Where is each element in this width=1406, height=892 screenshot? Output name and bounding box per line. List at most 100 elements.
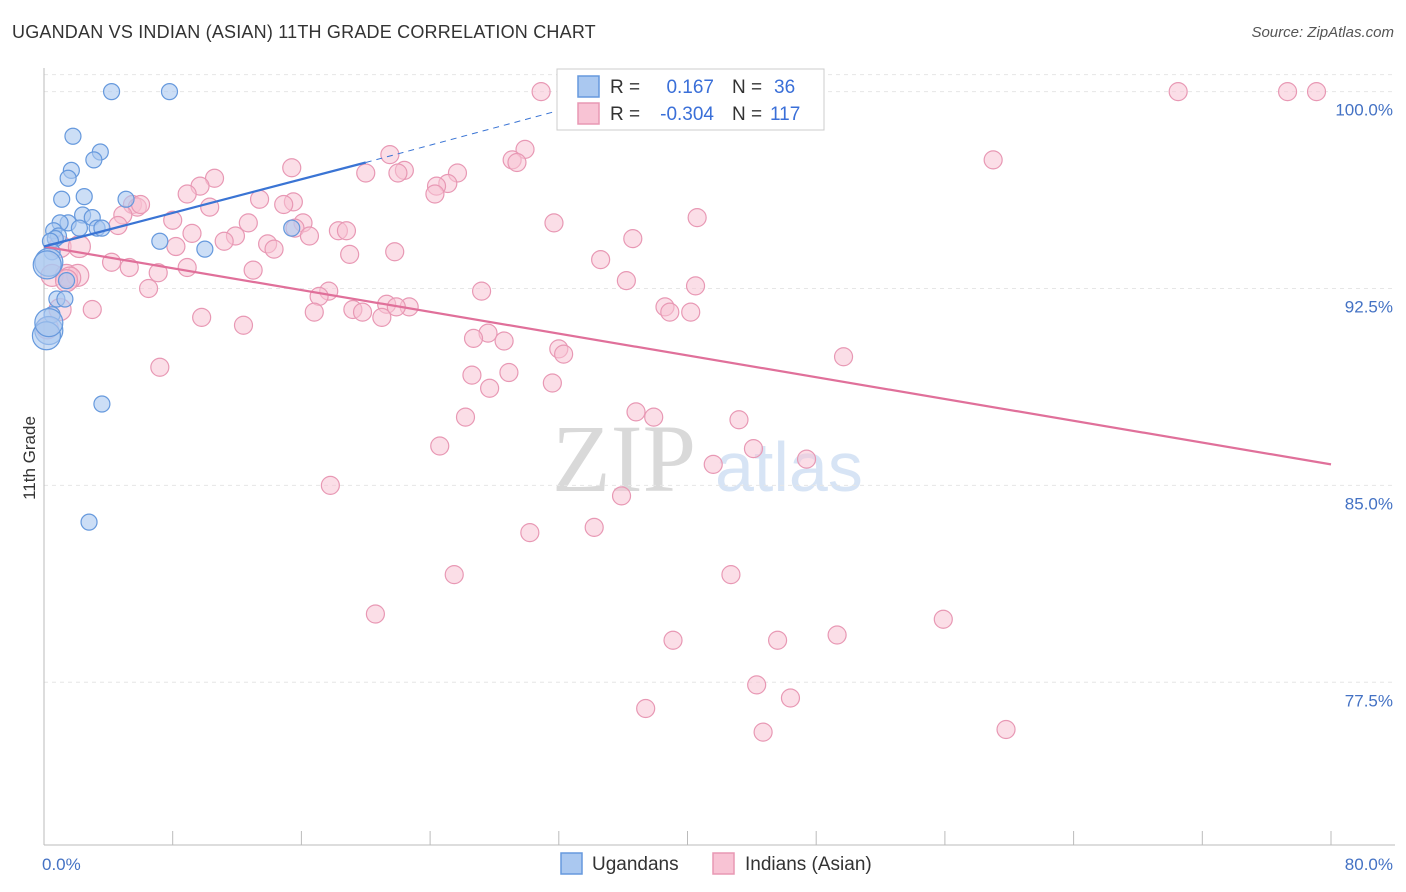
indian-point-4 (1306, 82, 1327, 102)
ugandan-point-34 (93, 395, 111, 413)
indian-point-115 (996, 719, 1016, 740)
indian-point-53 (177, 257, 197, 278)
ugandan-point-4 (85, 151, 103, 169)
indian-point-82 (463, 328, 484, 348)
indian-point-83 (494, 331, 514, 351)
indian-point-48 (385, 242, 405, 262)
indian-point-85 (554, 344, 574, 364)
indian-point-47 (264, 239, 284, 259)
y-tick-label-1: 92.5% (1345, 298, 1393, 317)
series-legend: Ugandans Indians (Asian) (560, 852, 872, 875)
stats-legend: R = 0.167 N = 36 R = -0.304 N = 117 (556, 68, 825, 131)
indian-point-80 (233, 315, 254, 335)
legend-n-value-1: 36 (774, 77, 795, 98)
ugandan-point-20 (283, 219, 301, 237)
indian-point-73 (352, 302, 373, 322)
indian-point-106 (365, 604, 386, 624)
indian-point-88 (499, 362, 519, 383)
indian-point-55 (148, 263, 168, 283)
legend-r-label-1: R = (610, 77, 640, 98)
ugandan-point-33 (34, 308, 64, 338)
y-tick-label-3: 77.5% (1345, 691, 1393, 710)
axes (43, 68, 1395, 846)
indian-point-99 (703, 454, 723, 474)
legend-n-value-2: 117 (770, 104, 800, 125)
source-label: Source: ZipAtlas.com (1251, 24, 1394, 41)
indian-point-91 (480, 378, 500, 398)
indian-point-25 (274, 194, 294, 215)
legend-n-label-1: N = (732, 77, 762, 98)
indian-point-98 (796, 449, 817, 469)
indian-point-105 (721, 565, 741, 585)
indian-point-109 (663, 630, 683, 650)
ugandan-point-0 (102, 83, 121, 101)
bottom-swatch-indians (712, 852, 735, 875)
indian-point-79 (372, 307, 392, 327)
x-tick-label-0: 0.0% (42, 855, 81, 874)
indian-point-101 (611, 486, 632, 506)
indian-point-107 (933, 609, 953, 629)
legend-n-label-2: N = (732, 104, 762, 125)
indian-point-96 (430, 436, 450, 456)
chart-title: UGANDAN VS INDIAN (ASIAN) 11TH GRADE COR… (12, 22, 596, 42)
ugandan-point-23 (196, 240, 214, 258)
indian-trend-line (43, 245, 1332, 466)
ugandan-point-9 (117, 190, 135, 208)
indian-point-104 (444, 565, 464, 585)
indian-point-37 (336, 221, 357, 241)
indian-point-0 (531, 82, 551, 102)
indian-point-113 (636, 698, 656, 719)
ugandan-point-27 (57, 272, 76, 290)
ugandan-point-14 (70, 219, 88, 237)
indian-point-30 (544, 213, 564, 233)
ugandan-points (31, 83, 301, 531)
indian-point-50 (591, 250, 611, 270)
legend-swatch-ugandans (577, 75, 600, 98)
indian-point-90 (542, 373, 562, 393)
indian-point-75 (660, 302, 680, 322)
indian-point-89 (462, 365, 482, 385)
bottom-legend-indians: Indians (Asian) (745, 854, 872, 875)
indian-point-38 (182, 223, 202, 243)
watermark-atlas: atlas (715, 428, 863, 506)
indian-point-86 (833, 347, 854, 367)
y-axis-title: 11th Grade (20, 416, 39, 500)
ugandan-trend-line (43, 161, 367, 248)
stats-legend-box (556, 68, 825, 131)
legend-r-value-2: -0.304 (660, 104, 714, 125)
indian-point-14 (356, 163, 376, 183)
indian-point-114 (753, 722, 773, 742)
indian-point-42 (214, 231, 234, 251)
indian-point-93 (644, 407, 664, 427)
indian-point-110 (767, 630, 788, 650)
legend-r-value-1: 0.167 (666, 77, 714, 98)
x-tick-labels: 0.0% 80.0% (42, 855, 1393, 874)
indian-point-19 (425, 184, 445, 204)
ugandan-point-7 (75, 188, 93, 206)
grid-lines (44, 74, 1395, 683)
indian-point-32 (687, 208, 707, 228)
indian-point-52 (119, 257, 139, 278)
indian-point-62 (685, 276, 706, 296)
indian-point-112 (780, 688, 801, 708)
ugandan-point-1 (160, 83, 179, 101)
indian-point-103 (520, 523, 540, 543)
y-tick-label-0: 100.0% (1335, 101, 1393, 120)
indian-point-41 (623, 229, 643, 249)
indian-point-9 (507, 152, 527, 173)
indian-point-46 (166, 236, 186, 257)
x-tick-label-1: 80.0% (1345, 855, 1393, 874)
indian-point-97 (743, 439, 764, 459)
ugandan-point-2 (64, 127, 82, 145)
indian-point-28 (163, 210, 183, 230)
bottom-legend-ugandans: Ugandans (592, 854, 679, 875)
indian-point-64 (471, 281, 492, 301)
indian-point-5 (983, 150, 1003, 170)
ugandan-point-6 (59, 169, 77, 187)
indian-point-108 (827, 625, 847, 645)
indian-point-2 (1168, 82, 1188, 102)
indian-point-92 (626, 402, 646, 422)
indian-point-12 (388, 163, 408, 183)
indian-point-102 (584, 517, 604, 537)
